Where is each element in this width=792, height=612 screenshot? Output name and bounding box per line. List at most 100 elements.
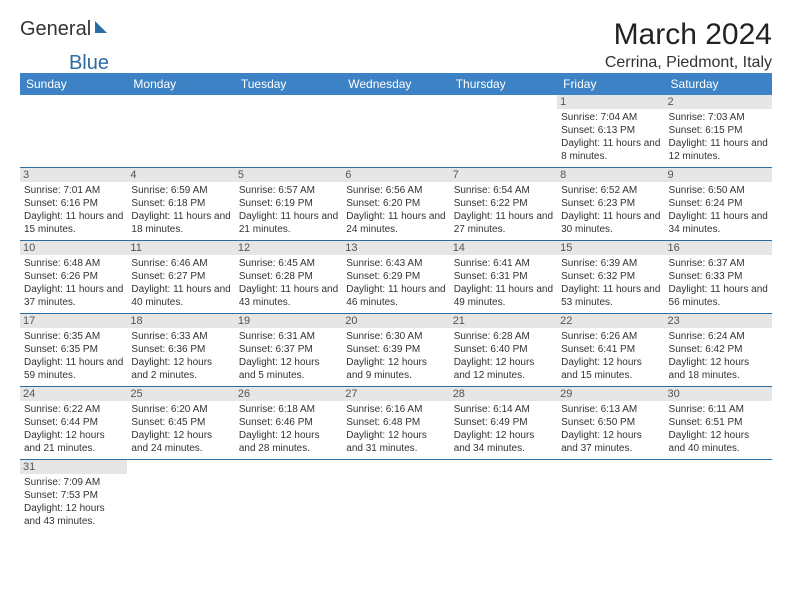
calendar-cell: 16Sunrise: 6:37 AMSunset: 6:33 PMDayligh… [665,241,772,314]
day-text: Sunrise: 7:03 AMSunset: 6:15 PMDaylight:… [669,111,768,163]
day-text: Sunrise: 6:46 AMSunset: 6:27 PMDaylight:… [131,257,230,309]
day-text: Sunrise: 6:14 AMSunset: 6:49 PMDaylight:… [454,403,553,455]
day-text: Sunrise: 6:57 AMSunset: 6:19 PMDaylight:… [239,184,338,236]
calendar-cell: 29 Sunrise: 6:13 AMSunset: 6:50 PMDayligh… [557,387,664,460]
day-text: Sunrise: 6:50 AMSunset: 6:24 PMDaylight:… [669,184,768,236]
calendar-table: SundayMondayTuesdayWednesdayThursdayFrid… [20,73,772,532]
day-text: Sunrise: 6:13 AMSunset: 6:50 PMDaylight:… [561,403,660,455]
day-number: 11 [127,241,234,255]
logo-sail-icon [93,18,113,41]
day-number: 10 [20,241,127,255]
calendar-cell: 21Sunrise: 6:28 AMSunset: 6:40 PMDayligh… [450,314,557,387]
day-number: 30 [665,387,772,401]
day-text: Sunrise: 6:39 AMSunset: 6:32 PMDaylight:… [561,257,660,309]
day-number: 15 [557,241,664,255]
day-number: 12 [235,241,342,255]
day-number: 8 [557,168,664,182]
calendar-cell: 10 Sunrise: 6:48 AMSunset: 6:26 PMDayligh… [20,241,127,314]
calendar-cell: 28 Sunrise: 6:14 AMSunset: 6:49 PMDayligh… [450,387,557,460]
logo-line2: GeneBlue [20,52,772,75]
calendar-cell: 7Sunrise: 6:54 AMSunset: 6:22 PMDaylight… [450,168,557,241]
calendar-cell: 27 Sunrise: 6:16 AMSunset: 6:48 PMDayligh… [342,387,449,460]
day-number: 4 [127,168,234,182]
day-text: Sunrise: 7:01 AMSunset: 6:16 PMDaylight:… [24,184,123,236]
calendar-cell [665,460,772,533]
day-text: Sunrise: 6:35 AMSunset: 6:35 PMDaylight:… [24,330,123,382]
day-text: Sunrise: 6:59 AMSunset: 6:18 PMDaylight:… [131,184,230,236]
calendar-cell: 6Sunrise: 6:56 AMSunset: 6:20 PMDaylight… [342,168,449,241]
calendar-cell: 17 Sunrise: 6:35 AMSunset: 6:35 PMDayligh… [20,314,127,387]
day-number: 28 [450,387,557,401]
day-text: Sunrise: 6:30 AMSunset: 6:39 PMDaylight:… [346,330,445,382]
calendar-cell [127,95,234,168]
calendar-cell [235,460,342,533]
day-text: Sunrise: 6:11 AMSunset: 6:51 PMDaylight:… [669,403,768,455]
day-header: Friday [557,73,664,95]
day-header: Monday [127,73,234,95]
day-number: 14 [450,241,557,255]
day-header: Sunday [20,73,127,95]
calendar-cell: 1Sunrise: 7:04 AMSunset: 6:13 PMDaylight… [557,95,664,168]
calendar-week: 10 Sunrise: 6:48 AMSunset: 6:26 PMDayligh… [20,241,772,314]
day-text: Sunrise: 6:48 AMSunset: 6:26 PMDaylight:… [24,257,123,309]
day-number: 3 [20,168,127,182]
calendar-cell: 22Sunrise: 6:26 AMSunset: 6:41 PMDayligh… [557,314,664,387]
day-number: 27 [342,387,449,401]
calendar-cell: 5 Sunrise: 6:57 AMSunset: 6:19 PMDaylight… [235,168,342,241]
calendar-cell: 3 Sunrise: 7:01 AMSunset: 6:16 PMDaylight… [20,168,127,241]
calendar-cell: 26 Sunrise: 6:18 AMSunset: 6:46 PMDayligh… [235,387,342,460]
calendar-cell [342,95,449,168]
calendar-cell: 14Sunrise: 6:41 AMSunset: 6:31 PMDayligh… [450,241,557,314]
calendar-cell: 11 Sunrise: 6:46 AMSunset: 6:27 PMDayligh… [127,241,234,314]
day-number: 5 [235,168,342,182]
day-text: Sunrise: 6:43 AMSunset: 6:29 PMDaylight:… [346,257,445,309]
days-of-week-row: SundayMondayTuesdayWednesdayThursdayFrid… [20,73,772,95]
calendar-cell: 24 Sunrise: 6:22 AMSunset: 6:44 PMDayligh… [20,387,127,460]
day-number: 6 [342,168,449,182]
day-text: Sunrise: 6:20 AMSunset: 6:45 PMDaylight:… [131,403,230,455]
calendar-cell [557,460,664,533]
day-number: 22 [557,314,664,328]
day-text: Sunrise: 6:52 AMSunset: 6:23 PMDaylight:… [561,184,660,236]
calendar-cell: 4 Sunrise: 6:59 AMSunset: 6:18 PMDaylight… [127,168,234,241]
logo-text2: Blue [69,52,109,74]
calendar-week: 24 Sunrise: 6:22 AMSunset: 6:44 PMDayligh… [20,387,772,460]
day-number: 21 [450,314,557,328]
calendar-cell: 18 Sunrise: 6:33 AMSunset: 6:36 PMDayligh… [127,314,234,387]
calendar-cell: 30 Sunrise: 6:11 AMSunset: 6:51 PMDayligh… [665,387,772,460]
calendar-cell [450,460,557,533]
calendar-body: 1Sunrise: 7:04 AMSunset: 6:13 PMDaylight… [20,95,772,532]
calendar-week: 17 Sunrise: 6:35 AMSunset: 6:35 PMDayligh… [20,314,772,387]
day-number: 17 [20,314,127,328]
day-text: Sunrise: 6:22 AMSunset: 6:44 PMDaylight:… [24,403,123,455]
day-number: 2 [665,95,772,109]
day-number: 26 [235,387,342,401]
day-number: 25 [127,387,234,401]
calendar-cell: 31Sunrise: 7:09 AMSunset: 7:53 PMDayligh… [20,460,127,533]
calendar-cell: 2 Sunrise: 7:03 AMSunset: 6:15 PMDaylight… [665,95,772,168]
day-text: Sunrise: 6:24 AMSunset: 6:42 PMDaylight:… [669,330,768,382]
calendar-cell: 20Sunrise: 6:30 AMSunset: 6:39 PMDayligh… [342,314,449,387]
calendar-cell [450,95,557,168]
day-number: 24 [20,387,127,401]
day-header: Wednesday [342,73,449,95]
day-header: Tuesday [235,73,342,95]
day-header: Saturday [665,73,772,95]
day-number: 29 [557,387,664,401]
day-number: 16 [665,241,772,255]
day-text: Sunrise: 6:16 AMSunset: 6:48 PMDaylight:… [346,403,445,455]
day-header: Thursday [450,73,557,95]
day-number: 18 [127,314,234,328]
day-text: Sunrise: 6:18 AMSunset: 6:46 PMDaylight:… [239,403,338,455]
calendar-week: 1Sunrise: 7:04 AMSunset: 6:13 PMDaylight… [20,95,772,168]
calendar-cell: 8 Sunrise: 6:52 AMSunset: 6:23 PMDaylight… [557,168,664,241]
logo: General [20,18,111,41]
calendar-cell: 15 Sunrise: 6:39 AMSunset: 6:32 PMDayligh… [557,241,664,314]
day-number: 1 [557,95,664,109]
day-text: Sunrise: 6:33 AMSunset: 6:36 PMDaylight:… [131,330,230,382]
calendar-cell: 9 Sunrise: 6:50 AMSunset: 6:24 PMDaylight… [665,168,772,241]
calendar-week: 31Sunrise: 7:09 AMSunset: 7:53 PMDayligh… [20,460,772,533]
day-text: Sunrise: 7:09 AMSunset: 7:53 PMDaylight:… [24,476,123,528]
day-number: 9 [665,168,772,182]
calendar-cell: 13Sunrise: 6:43 AMSunset: 6:29 PMDayligh… [342,241,449,314]
